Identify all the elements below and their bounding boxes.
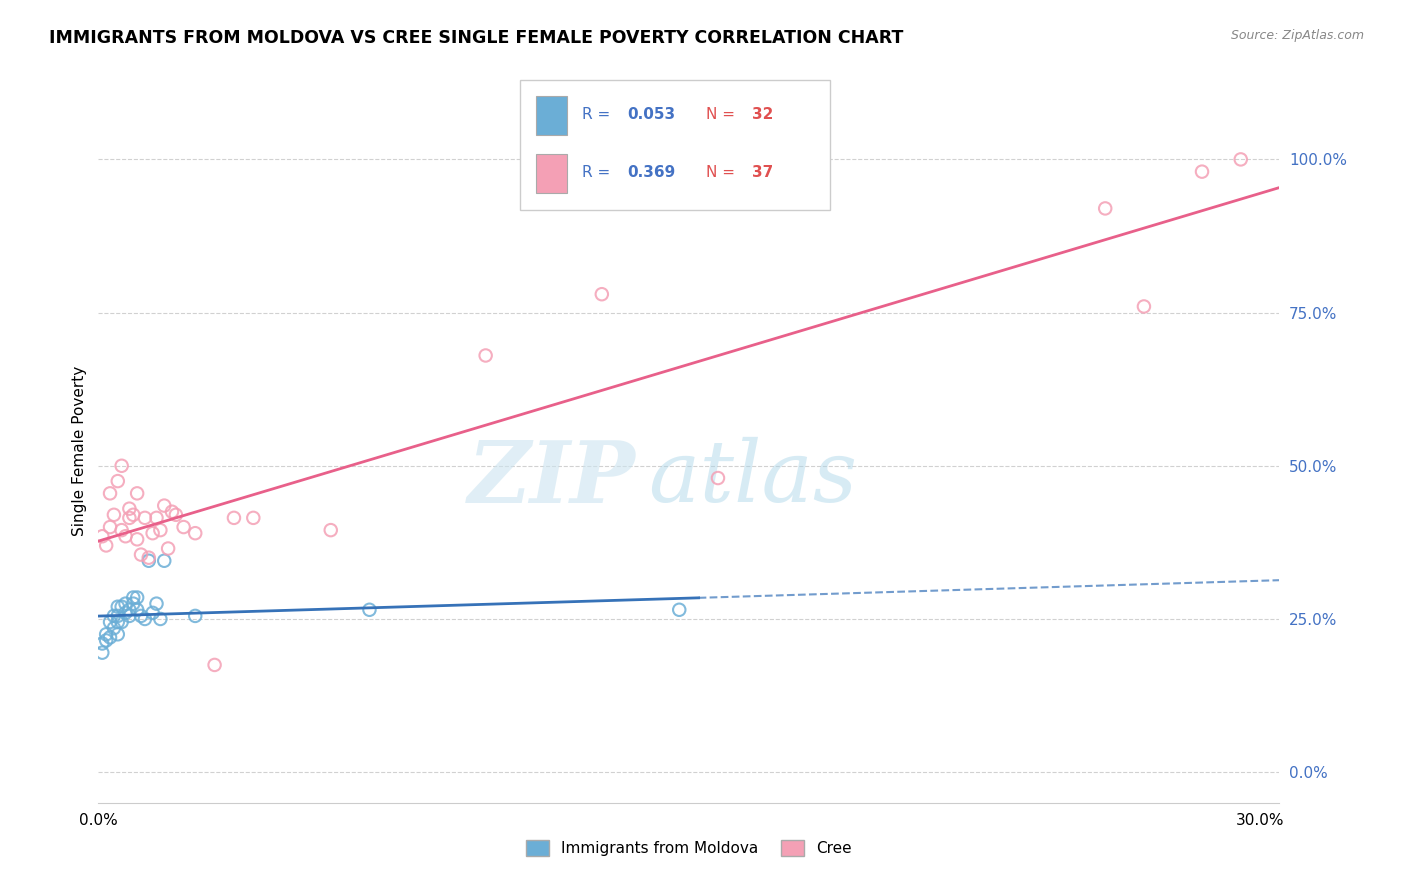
Point: [98, 520, 121, 534]
Point: [1229, 153, 1251, 167]
Point: [138, 550, 160, 565]
Text: 37: 37: [752, 165, 773, 180]
Point: [118, 501, 141, 516]
Text: Source: ZipAtlas.com: Source: ZipAtlas.com: [1230, 29, 1364, 42]
Point: [111, 615, 134, 629]
Point: [153, 499, 176, 513]
Point: [145, 511, 167, 525]
Point: [127, 486, 149, 500]
Point: [114, 529, 136, 543]
Text: R =: R =: [582, 165, 616, 180]
Point: [184, 526, 207, 541]
Point: [91, 636, 114, 650]
Point: [591, 287, 613, 301]
Point: [142, 606, 165, 620]
Point: [138, 554, 160, 568]
Point: [1133, 300, 1156, 314]
Point: [103, 508, 125, 522]
Point: [114, 597, 136, 611]
Point: [96, 538, 118, 552]
Point: [98, 486, 121, 500]
Text: R =: R =: [582, 107, 616, 122]
Point: [222, 511, 245, 525]
Point: [111, 599, 134, 614]
Point: [359, 603, 381, 617]
Point: [1191, 164, 1213, 178]
Point: [114, 606, 136, 620]
Point: [474, 349, 496, 363]
Point: [98, 631, 121, 645]
Y-axis label: Single Female Poverty: Single Female Poverty: [72, 366, 87, 535]
Point: [149, 612, 172, 626]
Point: [122, 591, 145, 605]
Point: [165, 508, 187, 522]
Text: IMMIGRANTS FROM MOLDOVA VS CREE SINGLE FEMALE POVERTY CORRELATION CHART: IMMIGRANTS FROM MOLDOVA VS CREE SINGLE F…: [49, 29, 904, 46]
Point: [204, 657, 226, 672]
Point: [98, 615, 121, 629]
Point: [107, 474, 129, 488]
Point: [142, 526, 165, 541]
Point: [707, 471, 730, 485]
Point: [111, 523, 134, 537]
Text: atlas: atlas: [648, 437, 856, 520]
Legend: Immigrants from Moldova, Cree: Immigrants from Moldova, Cree: [520, 834, 858, 862]
Point: [145, 597, 167, 611]
Point: [127, 603, 149, 617]
Point: [91, 646, 114, 660]
Point: [129, 608, 152, 623]
Point: [153, 554, 176, 568]
Point: [118, 608, 141, 623]
Point: [91, 529, 114, 543]
Point: [668, 603, 690, 617]
Text: 32: 32: [752, 107, 773, 122]
Point: [127, 533, 149, 547]
Point: [184, 608, 207, 623]
Point: [96, 633, 118, 648]
Point: [173, 520, 195, 534]
Point: [96, 627, 118, 641]
Point: [160, 505, 183, 519]
Text: ZIP: ZIP: [468, 437, 636, 520]
Point: [111, 458, 134, 473]
Text: N =: N =: [706, 107, 740, 122]
Point: [134, 511, 156, 525]
Point: [134, 612, 156, 626]
Point: [118, 511, 141, 525]
Text: N =: N =: [706, 165, 740, 180]
Point: [118, 603, 141, 617]
Point: [1094, 202, 1116, 216]
Text: 0.053: 0.053: [627, 107, 675, 122]
Point: [107, 599, 129, 614]
FancyBboxPatch shape: [520, 80, 830, 210]
Point: [122, 597, 145, 611]
Point: [129, 548, 152, 562]
Point: [319, 523, 342, 537]
Bar: [536, 95, 567, 135]
Point: [149, 523, 172, 537]
Point: [107, 615, 129, 629]
Point: [122, 508, 145, 522]
Point: [157, 541, 180, 556]
Point: [103, 621, 125, 635]
Point: [107, 627, 129, 641]
Point: [127, 591, 149, 605]
Bar: [536, 154, 567, 193]
Point: [103, 608, 125, 623]
Point: [242, 511, 264, 525]
Text: 0.369: 0.369: [627, 165, 675, 180]
Point: [107, 608, 129, 623]
